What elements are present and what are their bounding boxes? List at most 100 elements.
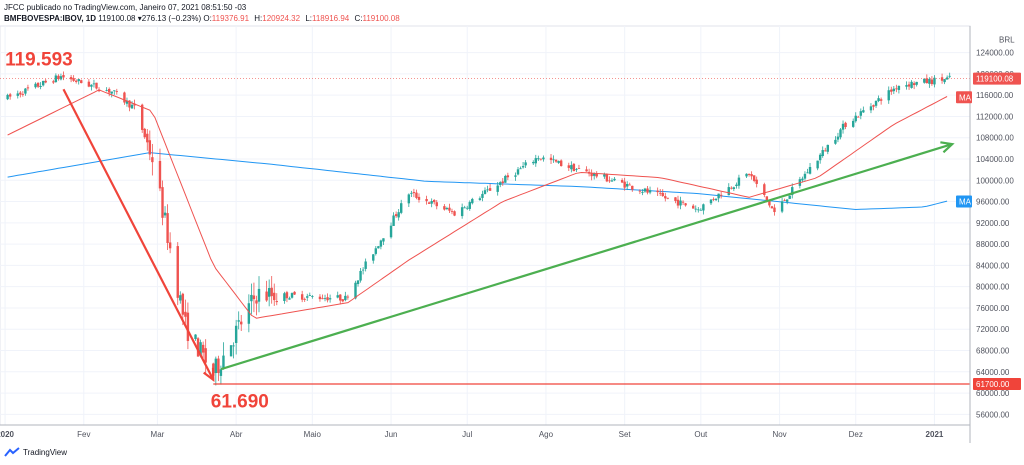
candle-body	[567, 165, 571, 168]
candle-body	[608, 180, 611, 182]
candle-body	[557, 160, 560, 163]
y-tick-label: 64000.00	[976, 368, 1010, 377]
x-tick-label: Jun	[385, 430, 398, 439]
candle-body	[364, 261, 367, 269]
candle-body	[339, 294, 342, 301]
candle-body	[377, 246, 380, 249]
candle-body	[780, 201, 784, 212]
candle-body	[283, 293, 286, 301]
candle-body	[879, 99, 883, 101]
candle-body	[219, 369, 223, 376]
candle-body	[638, 190, 642, 192]
candle-body	[204, 348, 207, 363]
y-tick-label: 56000.00	[976, 410, 1010, 419]
y-tick-label: 68000.00	[976, 347, 1010, 356]
y-tick-label: 84000.00	[976, 261, 1010, 270]
candle-body	[877, 98, 880, 102]
trend-down-arrowhead	[203, 367, 215, 383]
candle-body	[389, 225, 393, 238]
candle-body	[148, 140, 152, 155]
candle-body	[34, 83, 37, 88]
candle-body	[425, 198, 428, 202]
candle-body	[453, 211, 456, 216]
candle-body	[372, 254, 375, 261]
candle-body	[443, 206, 446, 210]
candle-body	[24, 88, 27, 94]
candle-body	[237, 320, 240, 322]
candle-body	[382, 238, 385, 242]
candle-body	[113, 90, 116, 92]
candle-body	[399, 203, 403, 213]
candle-body	[374, 248, 378, 254]
candle-body	[905, 85, 908, 87]
candle-body	[499, 182, 502, 185]
candle-body	[717, 193, 720, 199]
close-value: 119100.08	[362, 14, 400, 23]
candle-body	[186, 312, 190, 342]
candle-body	[534, 158, 537, 164]
candle-body	[250, 294, 253, 302]
candle-body	[6, 94, 9, 100]
price-change: ▾276.13 (−0.23%)	[137, 14, 202, 23]
candle-body	[128, 100, 131, 108]
candle-body	[59, 76, 63, 80]
candle-body	[676, 199, 680, 206]
candle-body	[773, 207, 776, 213]
candle-body	[41, 80, 45, 86]
candle-body	[290, 293, 294, 298]
candle-body	[664, 196, 667, 199]
candle-body	[199, 342, 202, 356]
y-tick-label: 96000.00	[976, 198, 1010, 207]
candle-body	[181, 293, 185, 315]
candle-body	[610, 180, 614, 182]
candle-body	[161, 187, 164, 218]
candle-body	[275, 301, 278, 303]
candle-body	[52, 81, 55, 83]
candle-body	[732, 187, 736, 189]
candle-body	[702, 204, 705, 211]
candle-body	[628, 184, 631, 186]
candle-body	[445, 208, 449, 210]
candle-body	[928, 78, 931, 84]
x-tick-label: Mar	[151, 430, 165, 439]
symbol-name[interactable]: BMFBOVESPA:IBOV, 1D	[4, 14, 97, 23]
candle-body	[341, 299, 345, 302]
ma-short-tag-bg	[956, 91, 972, 104]
candle-body	[542, 157, 545, 160]
candle-body	[257, 288, 261, 302]
candle-body	[110, 91, 113, 94]
candle-body	[252, 295, 256, 300]
ma-long-tag: MA	[959, 198, 972, 207]
candle-body	[895, 88, 898, 90]
candle-body	[430, 200, 433, 204]
candle-body	[836, 136, 840, 140]
candle-body	[326, 297, 329, 301]
candle-body	[240, 321, 243, 325]
candle-body	[874, 100, 878, 106]
candle-body	[133, 103, 136, 106]
candle-body	[323, 298, 327, 299]
candle-body	[532, 162, 535, 164]
x-tick-label: Out	[694, 430, 708, 439]
candle-body	[412, 192, 416, 194]
candle-body	[293, 291, 296, 295]
candle-body	[816, 160, 819, 169]
candle-body	[709, 199, 713, 204]
candle-body	[359, 270, 362, 281]
y-tick-label: 116000.00	[976, 91, 1014, 100]
candle-body	[575, 169, 578, 170]
candle-body	[8, 94, 12, 97]
candle-body	[890, 89, 893, 92]
candle-body	[74, 80, 78, 82]
candle-body	[768, 200, 771, 206]
candle-body	[750, 174, 753, 177]
candle-body	[747, 173, 751, 175]
candle-body	[808, 167, 812, 174]
candle-body	[433, 199, 436, 203]
candle-body	[255, 300, 258, 304]
candle-body	[394, 214, 398, 217]
candle-body	[948, 75, 951, 77]
candle-body	[44, 80, 47, 83]
candle-body	[892, 88, 896, 92]
